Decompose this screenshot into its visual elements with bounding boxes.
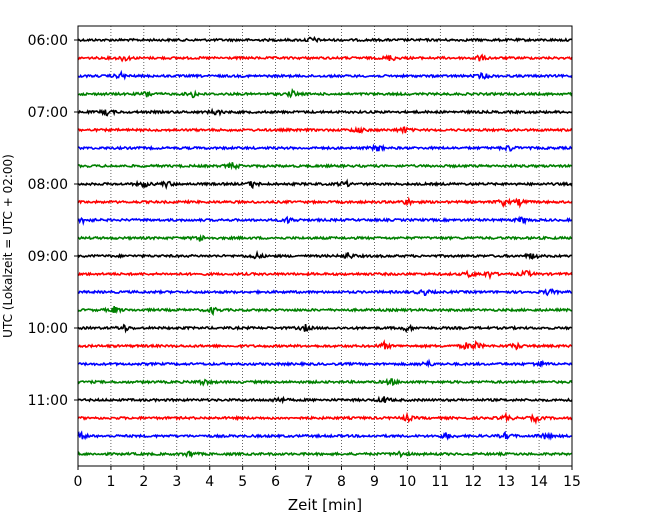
x-tick-label: 6	[271, 474, 280, 490]
trace-line	[77, 161, 573, 171]
y-tick-label: 11:00	[28, 393, 68, 409]
y-tick-label: 10:00	[28, 321, 68, 337]
x-tick-label: 11	[431, 474, 449, 490]
trace-line	[77, 306, 573, 317]
x-tick-label: 14	[530, 474, 548, 490]
trace-line	[77, 269, 573, 281]
x-tick-label: 5	[238, 474, 247, 490]
y-axis-label: UTC (Lokalzeit = UTC + 02:00)	[1, 154, 15, 338]
trace-line	[77, 87, 573, 99]
x-tick-label: 0	[74, 474, 83, 490]
trace-line	[77, 358, 573, 369]
x-tick-label: 2	[139, 474, 148, 490]
x-tick-label: 4	[205, 474, 214, 490]
trace-line	[77, 411, 573, 425]
y-tick-label: 08:00	[28, 177, 68, 193]
x-axis-label: Zeit [min]	[288, 496, 362, 514]
trace-line	[77, 450, 573, 459]
grid-lines	[110, 26, 540, 466]
y-tick-label: 06:00	[28, 33, 68, 49]
x-tick-label: 9	[370, 474, 379, 490]
x-tick-label: 8	[337, 474, 346, 490]
trace-line	[77, 288, 573, 297]
x-tick-label: 1	[106, 474, 115, 490]
x-axis: 0 1 2 3 4 5 6 7 8 9 10 11 12 13 14 15	[74, 466, 581, 490]
trace-line	[77, 233, 573, 242]
x-tick-label: 12	[464, 474, 482, 490]
x-tick-label: 10	[398, 474, 416, 490]
x-tick-label: 7	[304, 474, 313, 490]
trace-line	[77, 178, 573, 191]
trace-line	[77, 53, 573, 63]
trace-line	[77, 143, 573, 153]
x-tick-label: 3	[172, 474, 181, 490]
y-axis: 06:00 07:00 08:00 09:00 10:00 11:00	[28, 33, 78, 409]
trace-line	[77, 430, 573, 441]
trace-line	[77, 339, 573, 351]
trace-line	[77, 107, 573, 117]
seismic-traces	[77, 35, 573, 459]
trace-line	[77, 249, 573, 261]
trace-line	[77, 377, 573, 387]
trace-line	[77, 125, 573, 135]
plot-frame	[77, 25, 573, 467]
trace-line	[77, 69, 573, 81]
x-tick-label: 15	[563, 474, 581, 490]
trace-line	[77, 35, 573, 44]
trace-line	[77, 215, 573, 226]
trace-line	[77, 196, 573, 209]
y-tick-label: 09:00	[28, 249, 68, 265]
y-tick-label: 07:00	[28, 105, 68, 121]
x-tick-label: 13	[497, 474, 515, 490]
trace-line	[77, 323, 573, 334]
trace-line	[77, 395, 573, 405]
